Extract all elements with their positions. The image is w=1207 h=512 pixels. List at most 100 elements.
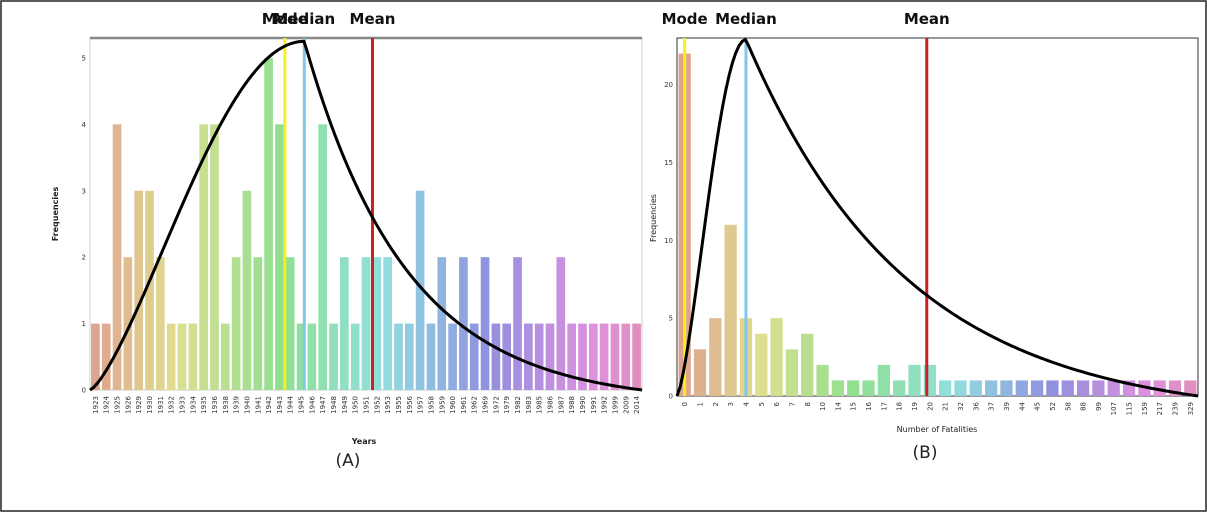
x-axis-label-a: Years [351, 437, 377, 446]
x-tick-label: 1941 [254, 396, 262, 414]
bar-1939 [231, 257, 241, 390]
x-tick-label: 1990 [579, 396, 587, 414]
x-tick-label: 1960 [449, 396, 457, 414]
bar-1957 [415, 190, 425, 390]
x-tick-label: 44 [1018, 401, 1026, 410]
x-tick-label: 1930 [146, 396, 154, 414]
y-axis-label-a: Frequencies [51, 186, 60, 241]
x-tick-label: 1947 [319, 396, 327, 414]
y-tick-label: 15 [664, 159, 673, 167]
x-tick-label: 1953 [384, 396, 392, 414]
x-tick-label: 107 [1110, 402, 1118, 415]
x-tick-label: 1962 [471, 396, 479, 414]
bar-1983 [524, 323, 533, 390]
mode-label: Mode [262, 10, 308, 28]
bar-1947 [318, 124, 328, 390]
x-tick-label: 1983 [525, 396, 533, 414]
bar-1935 [199, 124, 208, 390]
bar-1982 [513, 257, 522, 390]
y-tick-label: 3 [82, 187, 86, 195]
x-tick-label: 37 [988, 402, 996, 411]
bar-1992 [599, 323, 609, 390]
x-tick-label: 1950 [352, 396, 360, 414]
x-tick-label: 1999 [611, 396, 619, 414]
x-tick-label: 1991 [590, 396, 598, 414]
x-tick-label: 1958 [427, 396, 435, 414]
bars-a [91, 57, 641, 391]
x-tick-label: 1957 [417, 396, 425, 414]
bar-1945 [296, 323, 306, 390]
x-tick-label: 2014 [633, 395, 641, 413]
bar-58 [1061, 380, 1074, 396]
x-tick-label: 2 [712, 402, 720, 406]
y-tick-label: 0 [82, 387, 86, 395]
x-tick-label: 239 [1172, 402, 1180, 415]
bar-1987 [556, 257, 566, 390]
x-tick-label: 16 [865, 401, 873, 410]
bar-1985 [534, 323, 544, 390]
x-tick-label: 1985 [536, 396, 544, 414]
bar-14 [831, 380, 845, 396]
bar-1946 [307, 323, 317, 390]
x-tick-label: 1955 [395, 396, 403, 414]
bar-1 [693, 349, 707, 396]
x-tick-label: 1982 [514, 396, 522, 414]
bar-1988 [567, 323, 576, 390]
bar-1930 [145, 190, 154, 390]
x-tick-label: 8 [804, 402, 812, 406]
x-tick-label: 1925 [114, 396, 122, 414]
x-tick-label: 4 [742, 401, 750, 406]
bar-1940 [242, 190, 252, 390]
bar-1969 [480, 257, 490, 390]
x-tick-label: 6 [773, 401, 781, 406]
x-tick-label: 1946 [308, 395, 316, 413]
bar-1991 [588, 323, 598, 390]
bar-1952 [372, 257, 382, 390]
plot-area-b [676, 37, 1199, 397]
x-axis-label-b: Number of Fatalities [897, 425, 978, 434]
bar-1950 [350, 323, 360, 390]
x-tick-label: 159 [1141, 402, 1149, 415]
x-tick-label: 1935 [200, 396, 208, 414]
bar-2009 [621, 323, 631, 390]
x-tick-label: 14 [834, 401, 842, 410]
x-tick-label: 1933 [179, 396, 187, 414]
bar-1953 [383, 257, 392, 390]
x-tick-label: 329 [1187, 402, 1195, 415]
bar-5 [755, 333, 768, 396]
x-tick-label: 115 [1126, 402, 1134, 415]
x-tick-label: 1945 [298, 396, 306, 414]
bar-2014 [632, 323, 641, 390]
y-tick-label: 5 [669, 315, 673, 323]
x-tick-label: 20 [926, 402, 934, 411]
x-tick-label: 3 [727, 402, 735, 406]
x-tick-label: 1929 [135, 396, 143, 414]
bar-1938 [220, 323, 230, 390]
x-tick-label: 21 [942, 402, 950, 411]
bar-1929 [134, 190, 144, 390]
bar-1934 [188, 323, 198, 390]
fit-curve-a [89, 39, 643, 392]
bar-39 [1000, 380, 1013, 396]
x-tick-label: 1987 [557, 396, 565, 414]
bar-15 [847, 380, 860, 396]
bar-52 [1046, 380, 1059, 396]
x-tick-label: 19 [911, 402, 919, 411]
y-tick-label: 4 [82, 121, 87, 129]
x-tick-label: 1959 [438, 396, 446, 414]
bar-19 [908, 364, 921, 396]
x-tick-label: 15 [850, 402, 858, 411]
x-tick-label: 1938 [222, 396, 230, 414]
bar-1923 [91, 323, 100, 390]
x-tick-label: 36 [972, 401, 980, 410]
bar-1949 [340, 257, 349, 390]
x-tick-label: 1972 [492, 396, 500, 414]
bar-1962 [469, 323, 479, 390]
x-tick-label: 5 [758, 402, 766, 406]
x-ticks-a: 1923 1924 1925 1926 1929 1930 1931 1932 1933 1934… [92, 395, 641, 413]
x-tick-label: 1936 [211, 395, 219, 413]
y-tick-label: 0 [669, 393, 673, 401]
x-tick-label: 2009 [622, 396, 630, 414]
